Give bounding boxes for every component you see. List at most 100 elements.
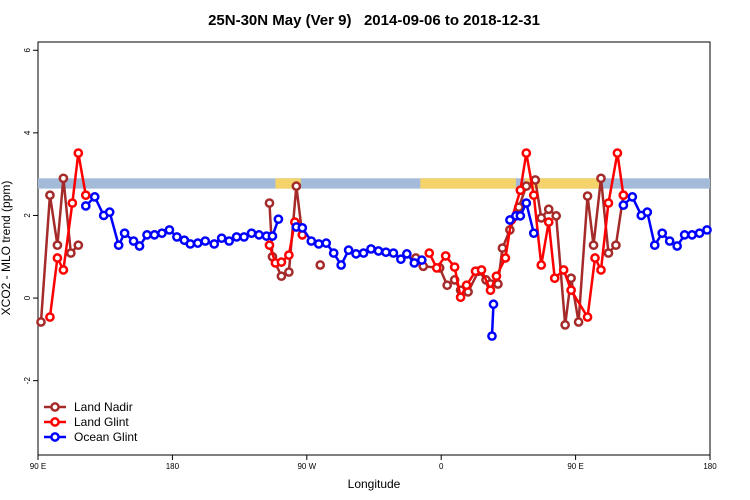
data-point <box>461 280 472 291</box>
data-point <box>402 249 412 259</box>
legend-marker <box>50 432 60 442</box>
data-point <box>264 198 275 208</box>
data-point <box>672 241 682 251</box>
series-line <box>48 152 88 318</box>
data-point <box>273 214 284 225</box>
data-point <box>351 249 361 259</box>
data-point <box>58 265 69 275</box>
data-point <box>276 257 287 267</box>
data-point <box>543 217 554 227</box>
data-point <box>612 148 623 158</box>
legend-label: Land Glint <box>74 415 129 429</box>
data-point <box>588 240 599 251</box>
data-point <box>313 239 324 249</box>
data-point <box>687 230 697 240</box>
data-point <box>449 262 460 272</box>
data-point <box>618 190 629 201</box>
data-point <box>558 265 569 275</box>
data-point <box>551 211 562 221</box>
data-point <box>224 236 234 246</box>
data-point <box>497 243 508 253</box>
data-point <box>603 248 614 258</box>
data-point <box>536 213 547 223</box>
data-point <box>409 258 420 268</box>
data-point <box>373 246 384 256</box>
data-point <box>315 260 326 270</box>
data-point <box>149 230 160 240</box>
data-point <box>264 240 275 251</box>
data-point <box>549 273 560 284</box>
data-point <box>431 263 442 273</box>
data-point <box>618 200 629 210</box>
data-point <box>200 236 211 246</box>
data-point <box>89 192 100 202</box>
data-point <box>239 232 249 242</box>
y-tick-label: 6 <box>23 47 32 52</box>
mask-highlight <box>275 178 301 189</box>
y-tick-label: 2 <box>23 213 32 218</box>
legend-marker <box>50 417 60 427</box>
x-tick-label: 90 W <box>297 462 316 471</box>
legend-label: Ocean Glint <box>74 430 138 444</box>
data-point <box>276 271 287 282</box>
data-point <box>104 207 115 218</box>
y-axis-label: XCO2 - MLO trend (ppm) <box>0 181 13 316</box>
data-point <box>254 230 264 240</box>
data-point <box>231 232 242 242</box>
data-point <box>573 317 584 327</box>
data-point <box>67 198 78 208</box>
data-point <box>142 230 152 240</box>
data-point <box>521 198 532 208</box>
data-point <box>73 148 84 158</box>
data-point <box>128 236 139 246</box>
data-point <box>73 240 84 251</box>
data-point <box>416 255 427 265</box>
data-point <box>424 248 435 258</box>
data-point <box>528 190 539 201</box>
data-point <box>284 267 294 277</box>
data-point <box>642 207 653 218</box>
data-point <box>543 204 554 215</box>
legend-marker <box>50 402 60 412</box>
legend-label: Land Nadir <box>74 400 133 414</box>
data-point <box>246 228 257 239</box>
data-point <box>216 233 227 244</box>
mask-highlight <box>420 178 516 189</box>
data-point <box>396 254 406 265</box>
data-point <box>455 292 466 303</box>
mask-highlight <box>524 178 600 189</box>
data-point <box>267 231 278 241</box>
data-point <box>164 225 175 235</box>
mask-band <box>38 178 710 189</box>
y-tick-label: -2 <box>23 377 32 385</box>
data-point <box>321 238 332 248</box>
data-point <box>306 236 317 246</box>
data-point <box>488 299 499 310</box>
data-point <box>134 241 145 251</box>
data-point <box>45 190 55 201</box>
data-point <box>702 225 712 235</box>
data-point <box>536 260 547 270</box>
x-axis-label: Longitude <box>348 477 401 491</box>
data-point <box>113 240 124 251</box>
series-line <box>490 304 495 337</box>
data-point <box>80 190 91 201</box>
data-point <box>328 248 339 258</box>
data-point <box>596 265 606 275</box>
data-point <box>297 223 308 233</box>
x-tick-label: 0 <box>439 462 444 471</box>
data-point <box>209 239 220 249</box>
data-point <box>192 238 203 248</box>
data-point <box>336 260 346 270</box>
x-tick-label: 90 E <box>567 462 583 471</box>
data-point <box>515 211 526 221</box>
data-point <box>566 285 576 296</box>
x-tick-label: 180 <box>703 462 717 471</box>
data-point <box>366 244 376 254</box>
data-point <box>649 240 660 251</box>
data-point <box>491 271 502 282</box>
y-tick-label: 0 <box>23 295 32 300</box>
data-point <box>590 253 600 263</box>
data-point <box>157 228 167 239</box>
